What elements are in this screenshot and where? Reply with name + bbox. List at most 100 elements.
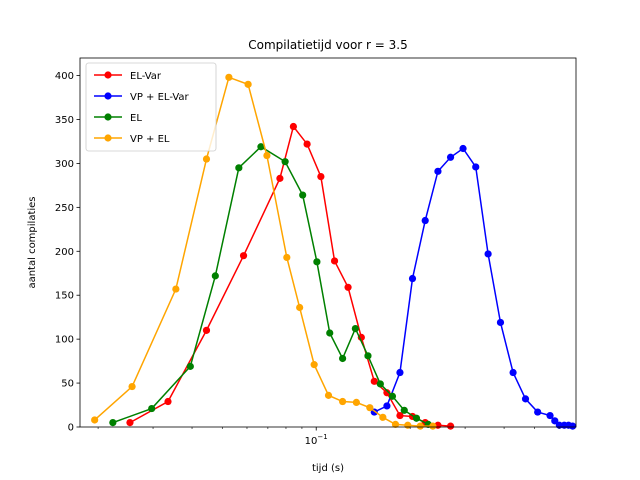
legend-marker: [104, 71, 112, 79]
data-point: [383, 389, 391, 397]
data-point: [388, 392, 397, 400]
data-point: [263, 151, 271, 160]
data-point: [396, 411, 404, 420]
data-point: [472, 163, 480, 171]
data-point: [326, 329, 334, 337]
legend-entry: EL-Var: [94, 71, 162, 82]
data-point: [421, 216, 429, 225]
data-point: [396, 368, 404, 377]
legend-label: VP + EL: [130, 134, 170, 145]
data-point: [569, 422, 577, 430]
legend-label: EL-Var: [130, 71, 162, 82]
y-tick-label: 50: [61, 379, 74, 390]
data-point: [281, 158, 289, 166]
series-2: [370, 144, 577, 430]
data-point: [148, 404, 156, 413]
data-point: [546, 411, 554, 420]
plot-frame: [79, 57, 577, 428]
data-point: [239, 252, 248, 260]
data-point: [459, 144, 467, 153]
y-tick-label: 250: [55, 203, 74, 214]
data-point: [225, 73, 233, 81]
data-point: [126, 419, 134, 427]
data-point: [330, 257, 339, 265]
data-point: [339, 354, 347, 363]
series-line: [373, 147, 573, 427]
data-point: [383, 402, 391, 410]
data-point: [379, 413, 387, 421]
data-point: [91, 416, 99, 424]
y-tick-label: 300: [55, 159, 74, 170]
data-point: [235, 164, 243, 172]
data-point: [244, 80, 252, 88]
data-point: [351, 325, 359, 333]
data-point: [446, 422, 455, 430]
data-point: [257, 143, 265, 151]
data-point: [202, 326, 211, 334]
data-point: [484, 250, 492, 258]
data-point: [446, 153, 455, 161]
y-tick-label: 0: [68, 423, 74, 434]
data-point: [339, 397, 347, 406]
data-point: [299, 191, 307, 199]
data-point: [109, 419, 117, 427]
y-tick-label: 100: [55, 335, 74, 346]
legend: EL-Var VP + EL-Var EL VP + EL: [85, 62, 217, 152]
data-point: [412, 414, 421, 422]
data-point: [164, 397, 172, 406]
data-point: [186, 362, 194, 370]
data-point: [313, 258, 321, 266]
data-point: [391, 420, 400, 428]
x-axis-title: tijd (s): [312, 463, 344, 474]
data-point: [521, 395, 530, 403]
axis-ticks: 0 50 100 150 200 250 300 350 400 10−1: [55, 71, 560, 447]
data-point: [400, 406, 408, 414]
y-tick-label: 200: [55, 247, 74, 258]
series-4: [91, 73, 437, 430]
data-point: [408, 274, 417, 283]
data-point: [303, 140, 311, 148]
data-point: [202, 155, 211, 163]
legend-marker: [104, 113, 112, 121]
legend-entry: EL: [94, 113, 142, 124]
chart-title: Compilatietijd voor r = 3.5: [248, 38, 408, 52]
data-point: [344, 283, 352, 291]
series-3: [109, 143, 432, 428]
data-point: [416, 422, 424, 430]
data-point: [289, 122, 297, 131]
data-point: [434, 167, 442, 175]
legend-label: EL: [130, 113, 142, 124]
data-point: [364, 352, 372, 360]
y-axis-title: aantal compilaties: [27, 196, 38, 288]
y-tick-label: 350: [55, 115, 74, 126]
data-point: [310, 361, 318, 369]
data-point: [283, 253, 291, 262]
data-point: [276, 174, 284, 182]
data-point: [296, 303, 304, 312]
data-point: [551, 417, 559, 425]
legend-marker: [104, 134, 112, 142]
data-point: [376, 380, 384, 388]
data-point: [352, 398, 360, 406]
data-point: [211, 272, 219, 280]
legend-label: VP + EL-Var: [130, 92, 190, 103]
data-point: [509, 368, 517, 377]
data-point: [366, 404, 374, 412]
series-1: [126, 122, 455, 430]
data-point: [370, 377, 378, 385]
y-tick-label: 400: [55, 71, 74, 82]
legend-marker: [104, 92, 112, 100]
data-point: [317, 173, 325, 181]
data-point: [128, 382, 136, 391]
data-point: [172, 285, 180, 293]
legend-entry: VP + EL: [94, 134, 170, 145]
data-point: [496, 318, 505, 327]
y-tick-label: 150: [55, 291, 74, 302]
legend-box: [85, 62, 217, 152]
legend-entry: VP + EL-Var: [94, 92, 190, 103]
data-point: [324, 391, 333, 399]
x-tick-label: 10−1: [305, 433, 328, 447]
data-point: [429, 422, 437, 430]
data-point: [534, 408, 542, 416]
